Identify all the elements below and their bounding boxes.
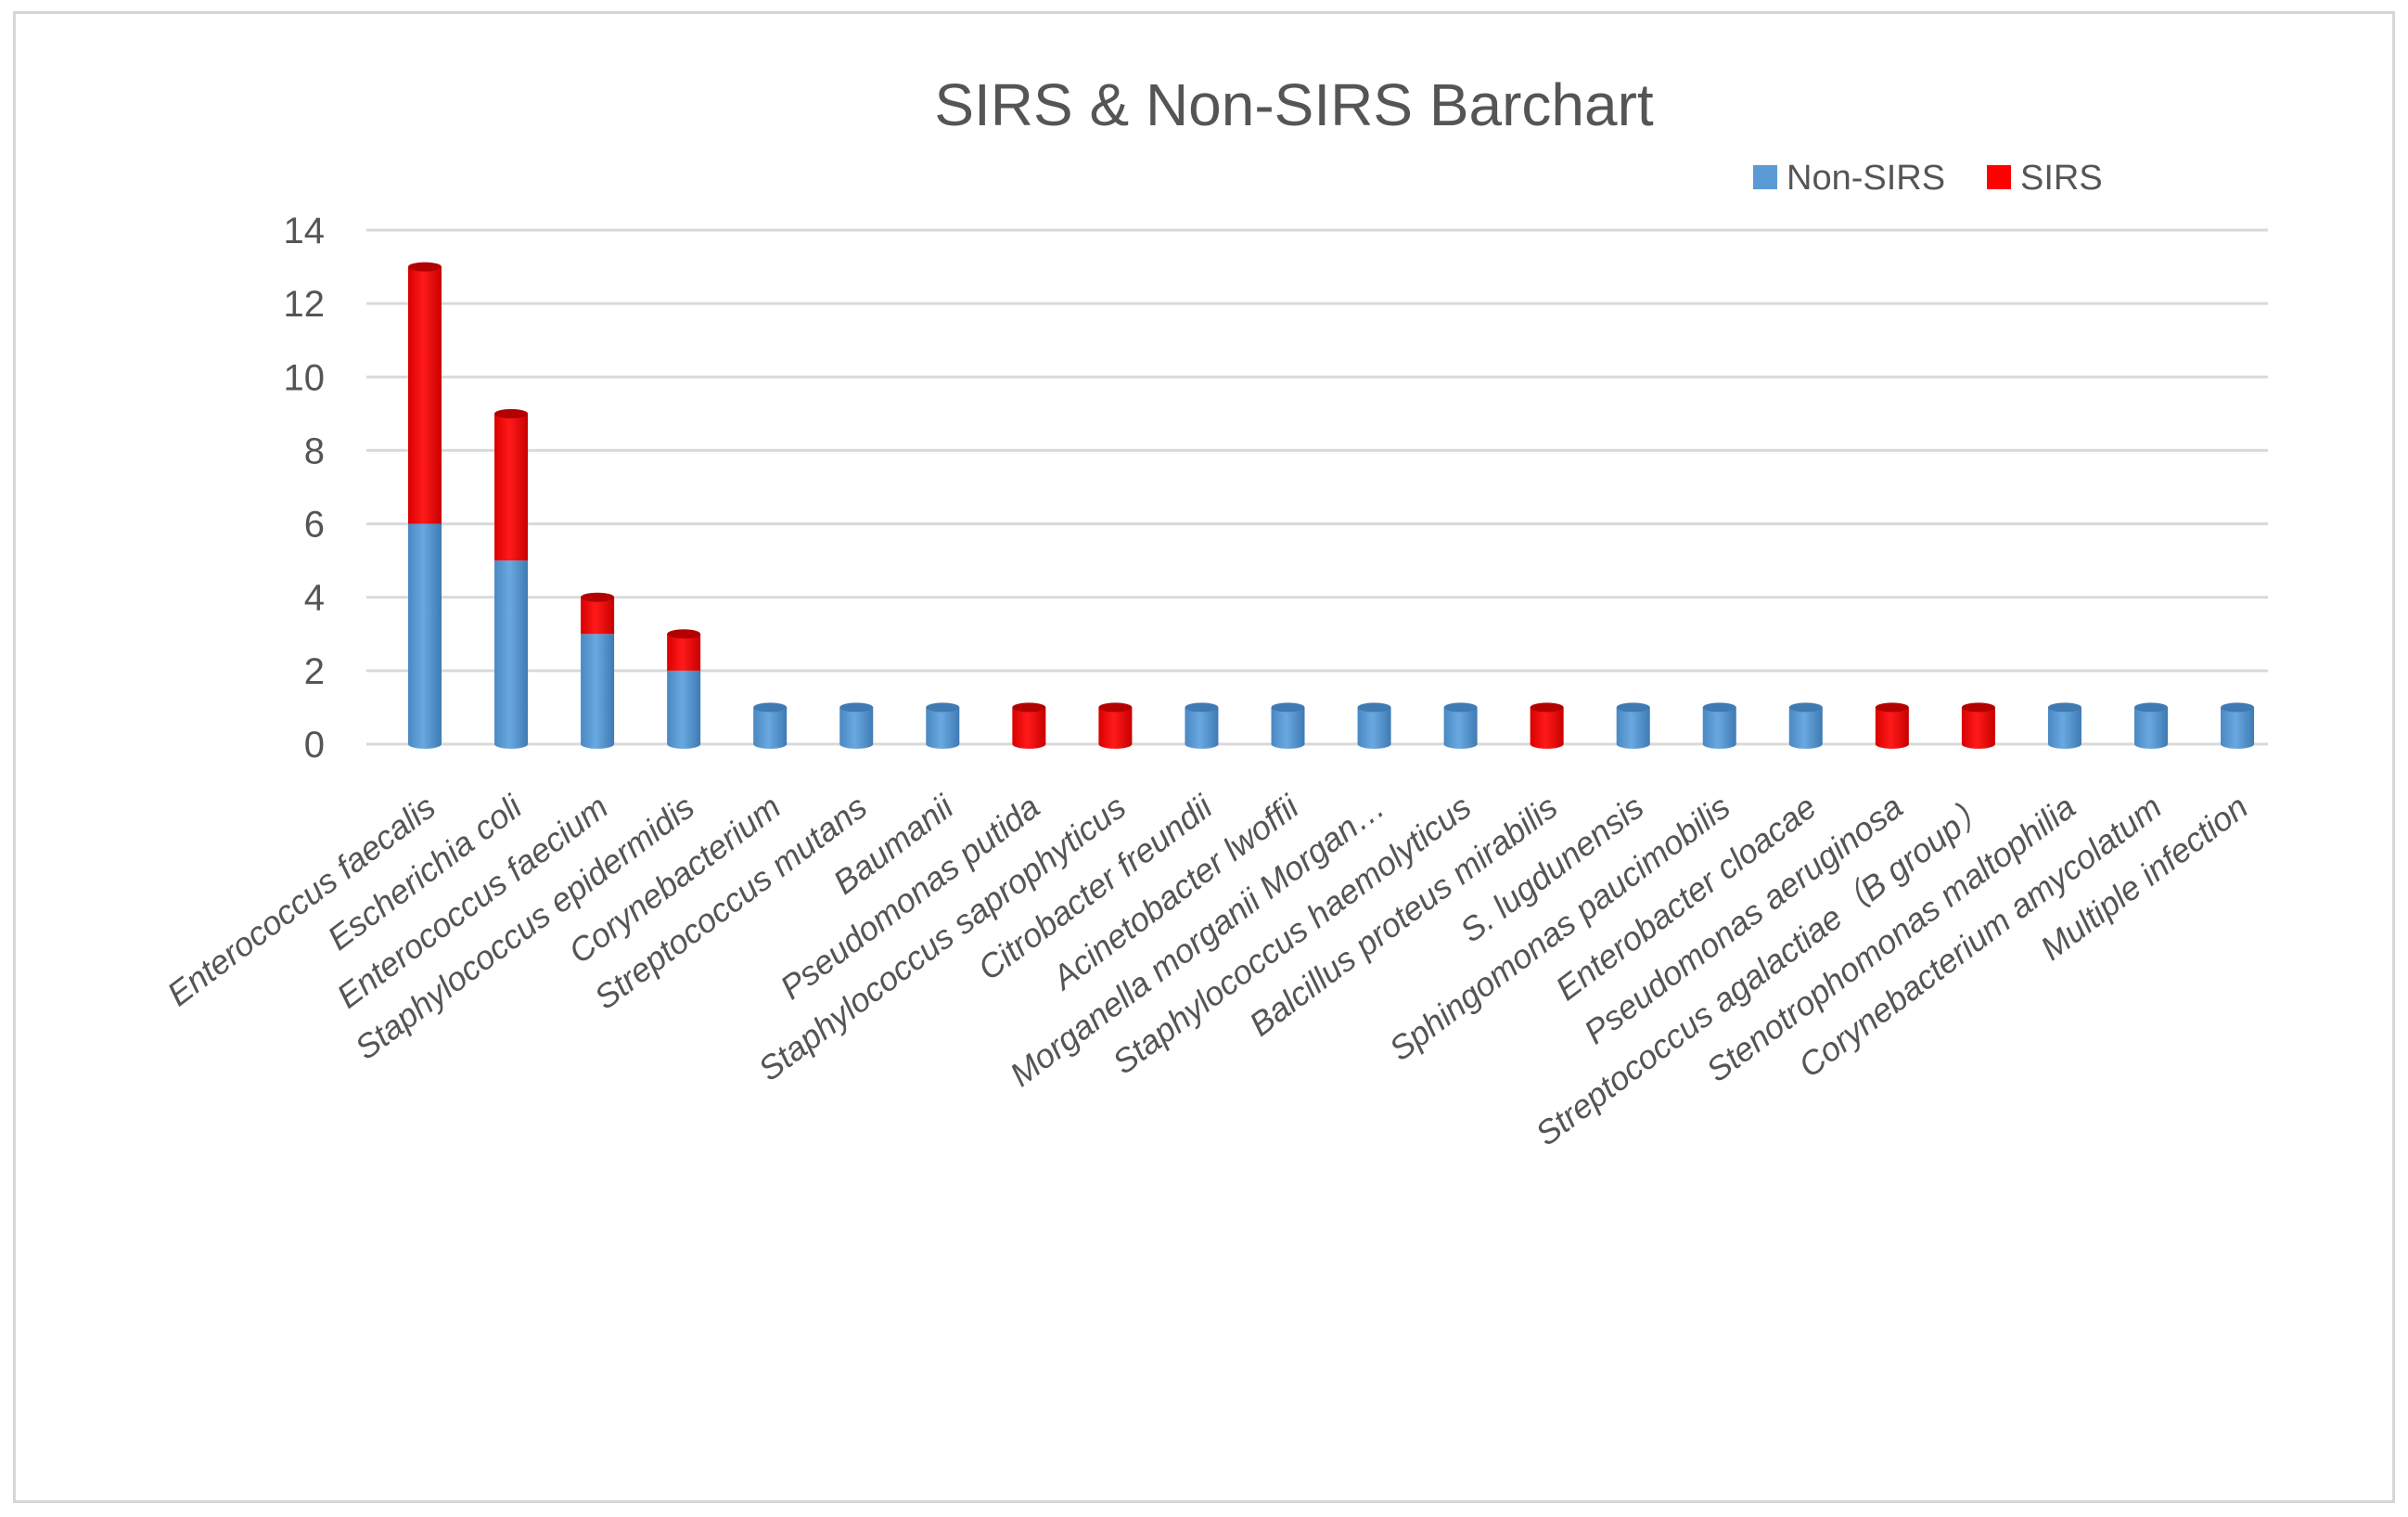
bar-top-cap: [667, 629, 701, 639]
legend-label-non-sirs: Non-SIRS: [1787, 159, 1945, 198]
bar-sirs-escherichia-coli: [494, 413, 529, 561]
legend-swatch-sirs: [1987, 165, 2011, 189]
y-axis-ticks: 0 2 4 6 8 10 12 14: [284, 211, 326, 765]
bar-non-sirs-escherichia-coli: [494, 560, 529, 744]
bar-non-sirs-sphingomonas-paucimobilis: [1702, 707, 1736, 744]
y-tick-label: 6: [304, 505, 325, 546]
bar-base-cap: [1098, 739, 1133, 749]
bar-sirs-streptococcus-agalactiae-b-group: [1961, 707, 1995, 744]
bar-non-sirs-corynebacterium-amycolatum: [2134, 707, 2168, 744]
bar-non-sirs-s-lugdunensis: [1616, 707, 1650, 744]
chart-frame: [13, 11, 2395, 1503]
bar-base-cap: [839, 739, 874, 749]
bar-non-sirs-morganella-morganii-morgan: [1357, 707, 1391, 744]
bar-base-cap: [1875, 739, 1909, 749]
bar-top-cap: [2221, 702, 2255, 713]
chart-title: SIRS & Non-SIRS Barchart: [934, 71, 1654, 138]
bar-top-cap: [2047, 702, 2081, 713]
legend-swatch-non-sirs: [1753, 165, 1777, 189]
y-tick-label: 12: [284, 284, 326, 325]
bar-top-cap: [1185, 702, 1219, 713]
bar-sirs-staphylococcus-saprophyticus: [1098, 707, 1133, 744]
bar-top-cap: [1357, 702, 1391, 713]
bar-top-cap: [839, 702, 874, 713]
gridlines: [366, 228, 2268, 746]
bar-base-cap: [494, 739, 529, 749]
bar-base-cap: [1012, 739, 1046, 749]
bar-sirs-enterococcus-faecium: [581, 597, 615, 635]
bar-base-cap: [753, 739, 788, 749]
bar-base-cap: [1443, 739, 1478, 749]
bar-base-cap: [1788, 739, 1823, 749]
bar-base-cap: [1530, 739, 1564, 749]
y-tick-label: 8: [304, 431, 325, 471]
bar-non-sirs-baumanii: [926, 707, 960, 744]
bar-top-cap: [408, 262, 442, 272]
bar-non-sirs-streptococcus-mutans: [839, 707, 874, 744]
bar-sirs-pseudomonas-aeruginosa: [1875, 707, 1909, 744]
bar-sirs-balcillus-proteus-mirabilis: [1530, 707, 1564, 744]
bar-base-cap: [1616, 739, 1650, 749]
bar-non-sirs-citrobacter-freundii: [1185, 707, 1219, 744]
bar-base-cap: [408, 739, 442, 749]
y-tick-label: 14: [284, 211, 326, 251]
y-tick-label: 4: [304, 578, 325, 619]
legend-label-sirs: SIRS: [2020, 159, 2103, 198]
bar-base-cap: [1357, 739, 1391, 749]
bar-non-sirs-stenotrophomonas-maltophilia: [2047, 707, 2081, 744]
bar-top-cap: [494, 408, 529, 418]
bar-base-cap: [2047, 739, 2081, 749]
bar-base-cap: [926, 739, 960, 749]
bar-base-cap: [1271, 739, 1305, 749]
legend: Non-SIRS SIRS: [1753, 159, 2103, 198]
bar-base-cap: [2221, 739, 2255, 749]
bar-sirs-pseudomonas-putida: [1012, 707, 1046, 744]
bar-top-cap: [1098, 702, 1133, 713]
bar-base-cap: [2134, 739, 2168, 749]
bar-non-sirs-enterobacter-cloacae: [1788, 707, 1823, 744]
y-tick-label: 2: [304, 651, 325, 692]
bar-top-cap: [1271, 702, 1305, 713]
bar-top-cap: [1616, 702, 1650, 713]
bar-top-cap: [753, 702, 788, 713]
bar-sirs-staphylococcus-epidermidis: [667, 634, 701, 671]
bar-base-cap: [1961, 739, 1995, 749]
bar-top-cap: [581, 592, 615, 602]
bar-top-cap: [1788, 702, 1823, 713]
y-tick-label: 10: [284, 357, 326, 398]
bar-non-sirs-acinetobacter-lwoffii: [1271, 707, 1305, 744]
bar-top-cap: [1875, 702, 1909, 713]
bar-base-cap: [1185, 739, 1219, 749]
bar-base-cap: [667, 739, 701, 749]
bar-non-sirs-corynebacterium: [753, 707, 788, 744]
bar-sirs-enterococcus-faecalis: [408, 266, 442, 524]
bar-non-sirs-staphylococcus-epidermidis: [667, 670, 701, 744]
bar-top-cap: [2134, 702, 2168, 713]
bar-non-sirs-enterococcus-faecium: [581, 634, 615, 744]
bar-base-cap: [581, 739, 615, 749]
bar-top-cap: [1530, 702, 1564, 713]
bar-base-cap: [1702, 739, 1736, 749]
bar-non-sirs-staphylococcus-haemolyticus: [1443, 707, 1478, 744]
bar-top-cap: [1012, 702, 1046, 713]
y-tick-label: 0: [304, 725, 325, 765]
bar-non-sirs-enterococcus-faecalis: [408, 523, 442, 744]
bar-top-cap: [1961, 702, 1995, 713]
bar-non-sirs-multiple-infection: [2221, 707, 2255, 744]
bars: [408, 262, 2255, 749]
bar-top-cap: [1702, 702, 1736, 713]
bar-top-cap: [1443, 702, 1478, 713]
bar-top-cap: [926, 702, 960, 713]
